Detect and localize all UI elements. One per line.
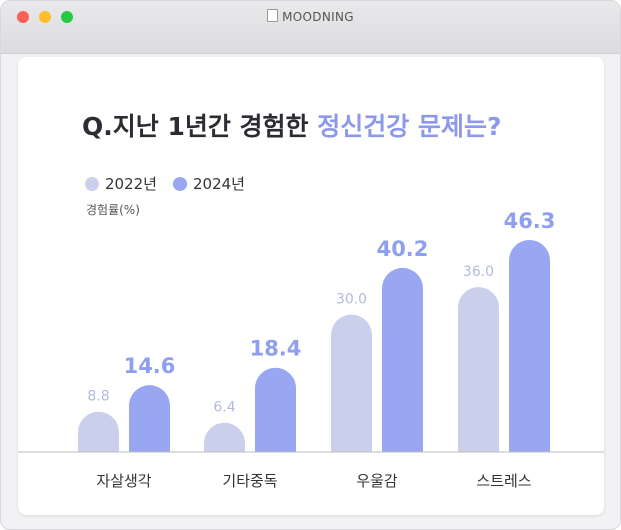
x-tick-label-1: 기타중독 xyxy=(222,472,277,490)
document-icon xyxy=(267,9,279,22)
close-window-button[interactable] xyxy=(17,11,29,23)
legend-swatch-2022 xyxy=(85,176,99,191)
x-tick-label-3: 스트레스 xyxy=(476,472,531,490)
legend-label-2022: 2022년 xyxy=(105,175,157,193)
legend-item-2022: 2022년 xyxy=(85,173,157,194)
window-title: MOODNING xyxy=(1,9,620,24)
bar-2024-1 xyxy=(255,367,296,452)
chart-legend: 2022년 2024년 xyxy=(85,173,261,194)
data-label-2022-0: 8.8 xyxy=(87,389,109,405)
bar-chart: 8.8 14.6 자살생각 6.4 18.4 기타중독 30.0 40.2 우울감 36.0 46.… xyxy=(18,209,604,490)
y-axis-label: 경험률(%) xyxy=(86,203,140,217)
data-label-2022-3: 36.0 xyxy=(463,264,494,280)
minimize-window-button[interactable] xyxy=(39,11,51,23)
chart-title-accent: 정신건강 문제는? xyxy=(317,112,502,141)
legend-swatch-2024 xyxy=(172,176,187,191)
bar-2024-0 xyxy=(129,385,170,452)
data-label-2024-3: 46.3 xyxy=(504,209,556,233)
bar-2022-2 xyxy=(331,314,372,452)
window-title-text: MOODNING xyxy=(282,10,354,24)
legend-label-2024: 2024년 xyxy=(192,175,245,193)
data-label-2024-0: 14.6 xyxy=(124,354,176,378)
bar-2024-3 xyxy=(509,239,550,452)
zoom-window-button[interactable] xyxy=(61,11,73,23)
legend-item-2024: 2024년 xyxy=(172,173,245,194)
chart-title: Q.지난 1년간 경험한 정신건강 문제는? xyxy=(82,107,501,143)
bar-2022-3 xyxy=(458,287,499,452)
x-tick-label-2: 우울감 xyxy=(356,472,398,490)
bar-2022-1 xyxy=(204,422,245,452)
chart-title-main: Q.지난 1년간 경험한 xyxy=(82,112,318,141)
bar-2022-0 xyxy=(78,411,119,452)
data-label-2024-2: 40.2 xyxy=(377,237,429,261)
bar-2024-2 xyxy=(382,267,423,452)
data-label-2022-2: 30.0 xyxy=(336,292,367,308)
x-tick-label-0: 자살생각 xyxy=(96,472,151,490)
title-bar: MOODNING xyxy=(1,1,620,54)
chart-card: Q.지난 1년간 경험한 정신건강 문제는? 2022년 2024년 경험률(%… xyxy=(18,57,604,515)
data-label-2022-1: 6.4 xyxy=(213,400,235,416)
data-label-2024-1: 18.4 xyxy=(250,337,302,361)
